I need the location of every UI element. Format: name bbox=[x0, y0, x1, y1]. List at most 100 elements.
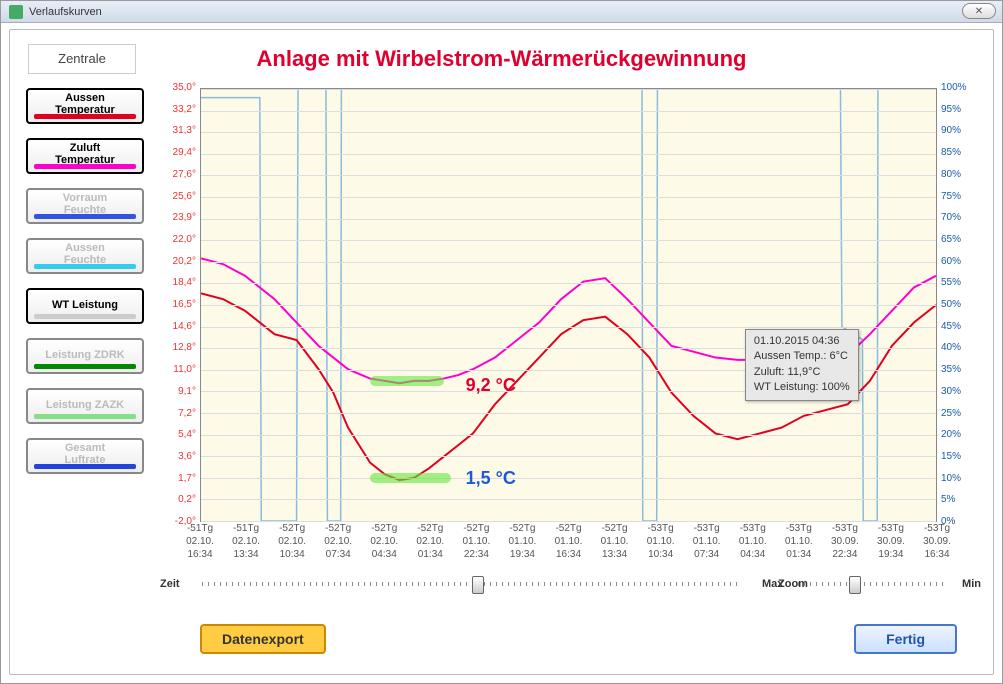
left-tick: 20,2° bbox=[173, 256, 196, 267]
x-tick: -53Tg01.10.01:34 bbox=[774, 522, 824, 561]
left-tick: 9,1° bbox=[178, 386, 196, 397]
right-tick: 55% bbox=[941, 277, 961, 288]
left-tick: 5,4° bbox=[178, 429, 196, 440]
left-tick: 31,3° bbox=[173, 125, 196, 136]
legend-wt-leistung[interactable]: WT Leistung bbox=[26, 288, 144, 324]
left-y-axis: -2,0°0,2°1,7°3,6°5,4°7,2°9,1°11,0°12,8°1… bbox=[160, 88, 200, 522]
left-tick: 7,2° bbox=[178, 408, 196, 419]
right-tick: 15% bbox=[941, 451, 961, 462]
app-icon bbox=[9, 5, 23, 19]
left-tick: 29,4° bbox=[173, 147, 196, 158]
left-tick: 3,6° bbox=[178, 451, 196, 462]
gridline bbox=[201, 499, 936, 500]
legend-aussen[interactable]: AussenTemperatur bbox=[26, 88, 144, 124]
right-tick: 35% bbox=[941, 364, 961, 375]
zoom-slider-track[interactable] bbox=[798, 574, 945, 594]
gridline bbox=[201, 154, 936, 155]
right-tick: 45% bbox=[941, 321, 961, 332]
page-title: Anlage mit Wirbelstrom-Wärmerückgewinnun… bbox=[10, 46, 993, 72]
x-tick: -53Tg01.10.07:34 bbox=[682, 522, 732, 561]
left-tick: 35,0° bbox=[173, 82, 196, 93]
right-tick: 85% bbox=[941, 147, 961, 158]
x-axis: -51Tg02.10.16:34-51Tg02.10.13:34-52Tg02.… bbox=[200, 522, 937, 562]
legend-leistung-zazk[interactable]: Leistung ZAZK bbox=[26, 388, 144, 424]
x-tick: -52Tg02.10.07:34 bbox=[313, 522, 363, 561]
left-tick: 12,8° bbox=[173, 342, 196, 353]
titlebar: Verlaufskurven bbox=[1, 1, 1002, 23]
left-tick: 14,6° bbox=[173, 321, 196, 332]
x-tick: -52Tg01.10.22:34 bbox=[451, 522, 501, 561]
x-tick: -52Tg02.10.10:34 bbox=[267, 522, 317, 561]
chart-annotation: 9,2 °C bbox=[466, 375, 516, 396]
gridline bbox=[201, 435, 936, 436]
left-tick: 0,2° bbox=[178, 494, 196, 505]
legend-gesamt[interactable]: GesamtLuftrate bbox=[26, 438, 144, 474]
app-window: Verlaufskurven ✕ Zentrale Anlage mit Wir… bbox=[0, 0, 1003, 684]
left-tick: 18,4° bbox=[173, 277, 196, 288]
gridline bbox=[201, 111, 936, 112]
right-tick: 90% bbox=[941, 125, 961, 136]
right-tick: 50% bbox=[941, 299, 961, 310]
max-label: Max bbox=[762, 578, 792, 590]
gridline bbox=[201, 456, 936, 457]
right-tick: 80% bbox=[941, 169, 961, 180]
right-tick: 25% bbox=[941, 408, 961, 419]
chart-annotation: 1,5 °C bbox=[466, 468, 516, 489]
right-tick: 10% bbox=[941, 473, 961, 484]
close-button[interactable]: ✕ bbox=[962, 3, 996, 19]
x-tick: -51Tg02.10.16:34 bbox=[175, 522, 225, 561]
highlight bbox=[370, 473, 451, 483]
zoom-slider-thumb[interactable] bbox=[849, 576, 861, 594]
chart-area: -2,0°0,2°1,7°3,6°5,4°7,2°9,1°11,0°12,8°1… bbox=[160, 82, 981, 562]
right-tick: 100% bbox=[941, 82, 967, 93]
right-tick: 65% bbox=[941, 234, 961, 245]
x-tick: -52Tg02.10.01:34 bbox=[405, 522, 455, 561]
x-tick: -52Tg01.10.16:34 bbox=[544, 522, 594, 561]
x-tick: -53Tg01.10.10:34 bbox=[636, 522, 686, 561]
window-title: Verlaufskurven bbox=[29, 6, 102, 18]
left-tick: 27,6° bbox=[173, 169, 196, 180]
right-tick: 20% bbox=[941, 429, 961, 440]
right-tick: 60% bbox=[941, 256, 961, 267]
gridline bbox=[201, 283, 936, 284]
right-tick: 95% bbox=[941, 104, 961, 115]
legend-leistung-zdrk[interactable]: Leistung ZDRK bbox=[26, 338, 144, 374]
gridline bbox=[201, 89, 936, 90]
chart-plot[interactable]: 9,2 °C 1,5 °C 01.10.2015 04:36Aussen Temp.… bbox=[200, 88, 937, 522]
left-tick: 11,0° bbox=[173, 364, 196, 375]
x-tick: -52Tg01.10.19:34 bbox=[497, 522, 547, 561]
gridline bbox=[201, 305, 936, 306]
x-tick: -52Tg02.10.04:34 bbox=[359, 522, 409, 561]
zeit-label: Zeit bbox=[160, 578, 196, 590]
zoom-slider-row: Max Min bbox=[762, 574, 981, 594]
legend-aussen[interactable]: AussenFeuchte bbox=[26, 238, 144, 274]
legend-zuluft[interactable]: ZuluftTemperatur bbox=[26, 138, 144, 174]
x-tick: -51Tg02.10.13:34 bbox=[221, 522, 271, 561]
gridline bbox=[201, 327, 936, 328]
right-tick: 5% bbox=[941, 494, 955, 505]
x-tick: -53Tg30.09.22:34 bbox=[820, 522, 870, 561]
gridline bbox=[201, 413, 936, 414]
gridline bbox=[201, 197, 936, 198]
main-panel: Zentrale Anlage mit Wirbelstrom-Wärmerüc… bbox=[9, 29, 994, 675]
left-tick: 33,2° bbox=[173, 104, 196, 115]
right-tick: 70% bbox=[941, 212, 961, 223]
fertig-button[interactable]: Fertig bbox=[854, 624, 957, 654]
left-tick: 16,5° bbox=[173, 299, 196, 310]
x-tick: -53Tg30.09.19:34 bbox=[866, 522, 916, 561]
right-y-axis: 0%5%10%15%20%25%30%35%40%45%50%55%60%65%… bbox=[937, 88, 981, 522]
zeit-slider-thumb[interactable] bbox=[472, 576, 484, 594]
gridline bbox=[201, 219, 936, 220]
gridline bbox=[201, 240, 936, 241]
right-tick: 75% bbox=[941, 191, 961, 202]
legend-vorraum[interactable]: VorraumFeuchte bbox=[26, 188, 144, 224]
chart-tooltip: 01.10.2015 04:36Aussen Temp.: 6°CZuluft:… bbox=[745, 329, 859, 401]
highlight bbox=[370, 376, 444, 386]
left-tick: 25,6° bbox=[173, 191, 196, 202]
left-tick: 23,9° bbox=[173, 212, 196, 223]
zeit-slider-track[interactable] bbox=[202, 574, 742, 594]
x-tick: -53Tg01.10.04:34 bbox=[728, 522, 778, 561]
gridline bbox=[201, 175, 936, 176]
datenexport-button[interactable]: Datenexport bbox=[200, 624, 326, 654]
right-tick: 30% bbox=[941, 386, 961, 397]
